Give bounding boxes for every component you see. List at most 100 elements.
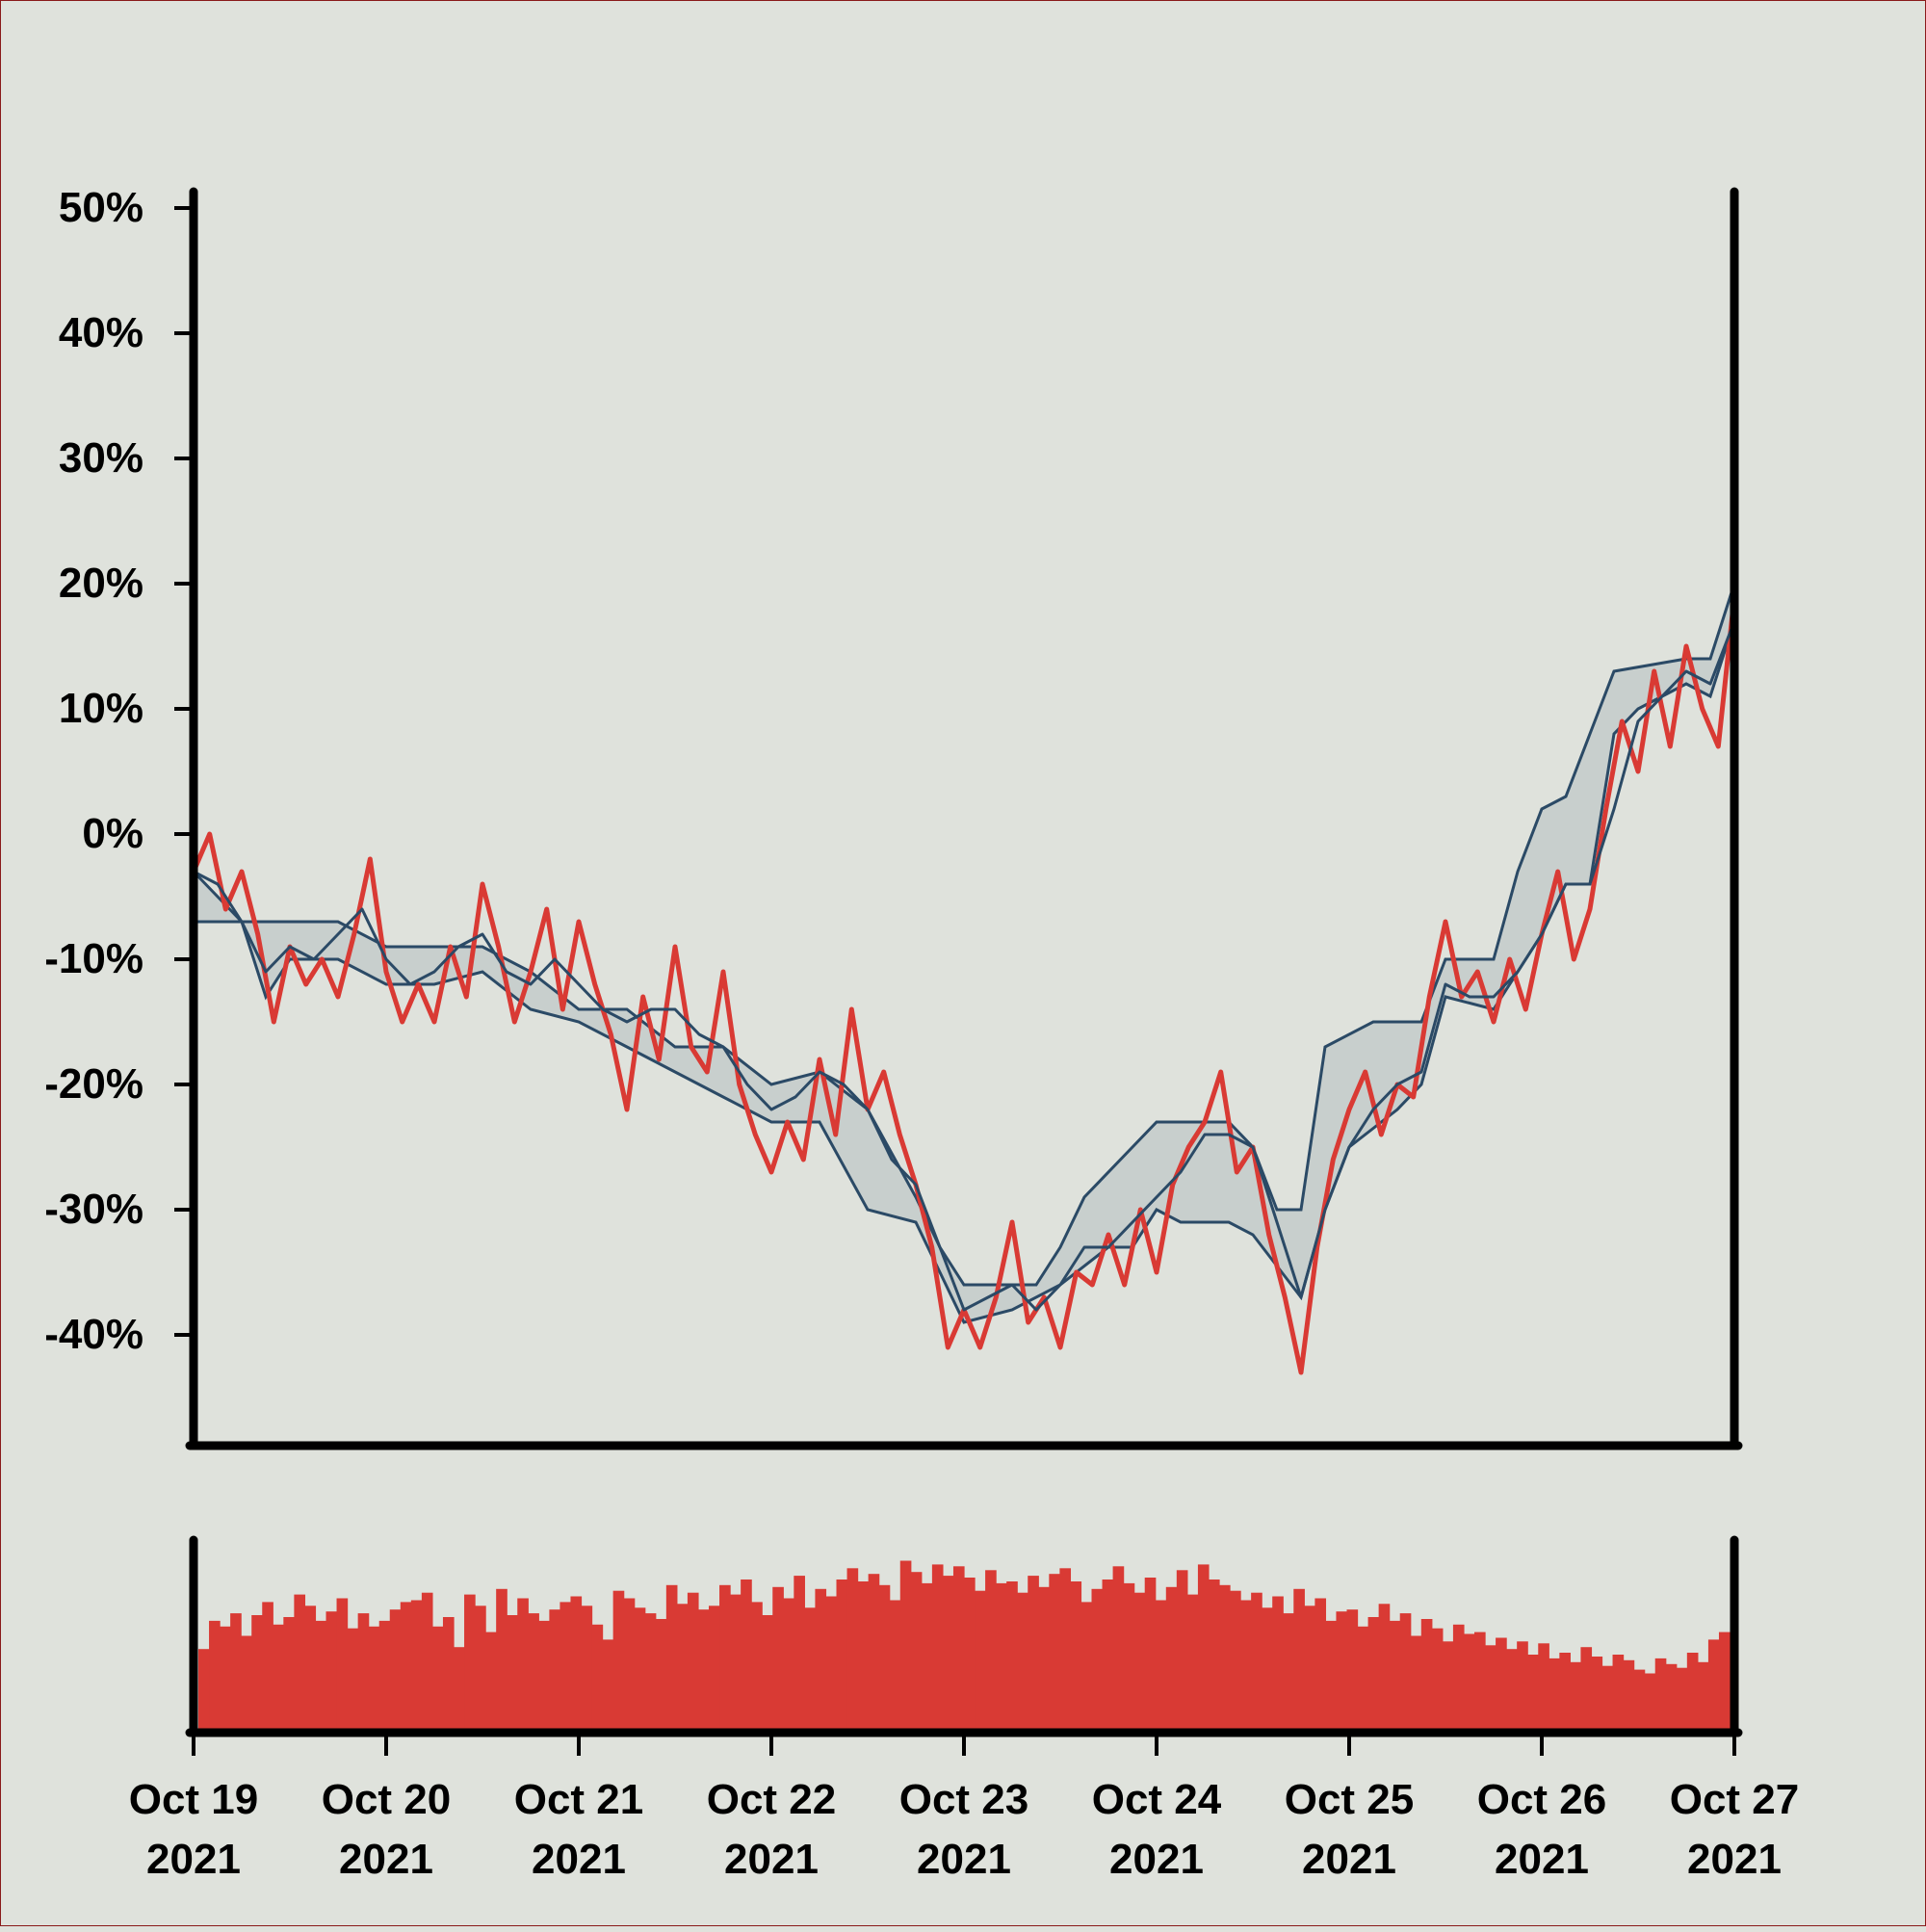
volume-bar [1633, 1669, 1646, 1730]
volume-bar [1314, 1598, 1327, 1730]
x-tick-label-year: 2021 [1495, 1836, 1589, 1883]
volume-bar [942, 1576, 954, 1730]
volume-bar [634, 1607, 646, 1731]
volume-bar [857, 1581, 870, 1731]
volume-bar [485, 1632, 497, 1730]
x-axis-ticks: Oct 19 2021 Oct 20 2021 Oct 21 2021 Oct 22 2021… [129, 1733, 1800, 1883]
volume-bar [262, 1602, 273, 1730]
x-tick-label-year: 2021 [339, 1836, 433, 1883]
volume-bar [1176, 1570, 1188, 1731]
volume-bar [410, 1600, 423, 1730]
volume-bar [1654, 1658, 1667, 1730]
volume-bar [507, 1615, 518, 1730]
volume-bar [762, 1615, 773, 1730]
volume-bar [251, 1615, 263, 1730]
series-layer [191, 456, 1737, 1375]
volume-bar [921, 1582, 933, 1730]
volume-bar [368, 1626, 380, 1731]
volume-bar [1059, 1568, 1072, 1730]
volume-bar [889, 1600, 901, 1730]
volume-bar [431, 1626, 444, 1731]
volume-bar [1485, 1645, 1497, 1731]
volume-bar [528, 1613, 539, 1730]
volume-bar [549, 1609, 561, 1730]
volume-bar [1293, 1588, 1305, 1731]
volume-bar [283, 1617, 295, 1730]
volume-bar [741, 1580, 752, 1730]
volume-bar [294, 1594, 306, 1730]
volume-bar [1676, 1667, 1688, 1731]
x-tick-label-date: Oct 19 [129, 1776, 259, 1823]
volume-bar [1017, 1592, 1028, 1730]
volume-bar [1230, 1590, 1241, 1730]
volume-bar [1133, 1592, 1146, 1730]
volume-bar [1612, 1655, 1625, 1730]
volume-bar [1549, 1658, 1560, 1730]
volume-bar [1038, 1586, 1050, 1730]
volume-bar [475, 1606, 486, 1730]
volume-bar [517, 1598, 529, 1730]
y-tick-label: -30% [44, 1186, 143, 1233]
volume-bar [347, 1628, 359, 1730]
volume-bar [899, 1560, 912, 1730]
volume-bar [878, 1584, 891, 1730]
y-tick-label: 40% [59, 309, 143, 356]
x-tick-label-date: Oct 25 [1285, 1776, 1415, 1823]
volume-bar [730, 1594, 742, 1730]
x-tick-label-year: 2021 [917, 1836, 1011, 1883]
volume-bar [1080, 1602, 1093, 1730]
x-tick-label-date: Oct 27 [1670, 1776, 1800, 1823]
x-tick-label-year: 2021 [146, 1836, 241, 1883]
volume-bar [1570, 1661, 1582, 1730]
volume-bar [676, 1604, 689, 1730]
volume-bar [230, 1613, 242, 1730]
x-tick-label-date: Oct 23 [899, 1776, 1029, 1823]
volume-bar [1686, 1653, 1699, 1730]
volume-bar [1155, 1600, 1167, 1730]
volume-bar [1208, 1580, 1220, 1730]
y-tick-label: 50% [59, 184, 143, 231]
y-tick-label: 30% [59, 434, 143, 482]
volume-bar [1463, 1633, 1475, 1730]
volume-bar [1378, 1604, 1391, 1730]
volume-bar [687, 1592, 699, 1730]
volume-bar [1262, 1607, 1273, 1731]
volume-bar [985, 1570, 997, 1731]
volume-bar [1442, 1641, 1454, 1730]
volume-bar [665, 1584, 678, 1730]
x-tick-label-date: Oct 24 [1092, 1776, 1222, 1823]
volume-bar [1517, 1641, 1528, 1730]
volume-bar [442, 1617, 455, 1730]
volume-bar [1219, 1584, 1231, 1730]
volume-bar [581, 1606, 593, 1730]
volume-bar [836, 1580, 848, 1730]
volume-bar [570, 1596, 583, 1730]
volume-bar [325, 1611, 338, 1730]
x-tick-label-year: 2021 [1687, 1836, 1782, 1883]
volume-bar [315, 1620, 327, 1730]
volume-bar [198, 1649, 210, 1730]
volume-bar [1697, 1661, 1709, 1730]
volume-bar [464, 1594, 476, 1730]
volume-bar [1718, 1632, 1731, 1730]
y-tick-label: -40% [44, 1311, 143, 1358]
volume-bar [378, 1620, 391, 1730]
volume-bar [783, 1598, 794, 1730]
series-line-moving-average [193, 507, 1736, 1312]
volume-bar [1272, 1596, 1284, 1730]
volume-bar [1240, 1600, 1252, 1730]
volume-bar [964, 1578, 976, 1730]
volume-bar [1336, 1611, 1348, 1730]
volume-bar [1665, 1663, 1678, 1731]
volume-bar [1474, 1632, 1486, 1730]
x-tick-label-year: 2021 [1302, 1836, 1396, 1883]
x-tick-label-date: Oct 20 [322, 1776, 452, 1823]
volume-bar [538, 1620, 550, 1730]
x-tick-label-date: Oct 26 [1477, 1776, 1607, 1823]
volume-bar [336, 1598, 349, 1730]
volume-bar [1367, 1617, 1380, 1730]
volume-bar [1357, 1626, 1369, 1731]
volume-bar [389, 1609, 402, 1730]
